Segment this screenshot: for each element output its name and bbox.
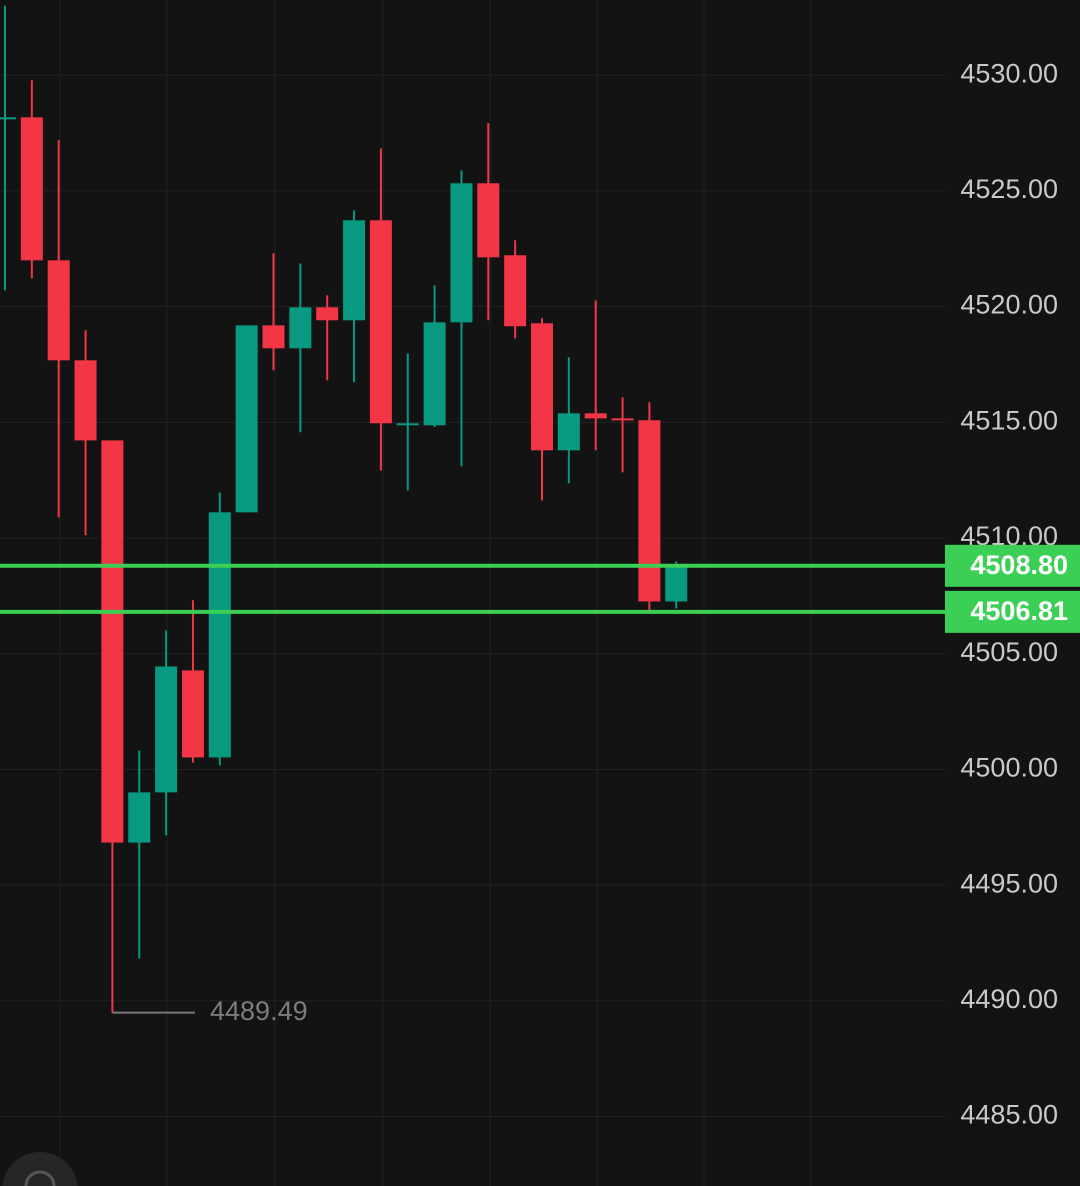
price-label-box xyxy=(945,544,1080,587)
candle-body xyxy=(584,413,607,419)
y-tick-label: 4500.00 xyxy=(960,753,1058,783)
low-marker-label: 4489.49 xyxy=(210,996,308,1026)
candle-body xyxy=(181,670,204,758)
candle-body xyxy=(262,325,285,349)
candle-body xyxy=(531,323,553,451)
candle-body xyxy=(155,666,178,793)
candle-body xyxy=(128,792,151,843)
candle-body xyxy=(47,260,70,361)
price-label: 4508.80 xyxy=(970,550,1068,580)
y-tick-label: 4485.00 xyxy=(960,1100,1058,1130)
candle-body xyxy=(665,565,688,602)
y-tick-label: 4520.00 xyxy=(960,290,1058,320)
candle-body xyxy=(557,413,580,451)
candle-body xyxy=(369,220,392,424)
y-tick-label: 4530.00 xyxy=(960,58,1058,88)
y-tick-label: 4495.00 xyxy=(960,868,1058,898)
candle-body xyxy=(611,418,634,421)
candle-body xyxy=(0,117,16,120)
corner-icon[interactable] xyxy=(2,1152,78,1186)
candle-body xyxy=(74,360,97,441)
candle-body xyxy=(450,183,473,323)
candle-body xyxy=(423,322,446,426)
candle-body xyxy=(504,255,527,327)
candle-body xyxy=(101,440,124,843)
y-tick-label: 4490.00 xyxy=(960,984,1058,1014)
price-label-box xyxy=(945,590,1080,633)
candle-body xyxy=(396,423,419,426)
corner-icon-glyph xyxy=(24,1170,56,1186)
candle-body xyxy=(289,307,312,349)
candle-body xyxy=(638,420,661,602)
candle-body xyxy=(20,117,43,261)
y-tick-label: 4515.00 xyxy=(960,405,1058,435)
candle-body xyxy=(477,183,500,258)
y-tick-label: 4525.00 xyxy=(960,174,1058,204)
candle-body xyxy=(343,220,366,321)
candle-body xyxy=(208,512,231,758)
price-label: 4506.81 xyxy=(970,596,1068,626)
candle-body xyxy=(235,325,258,513)
y-tick-label: 4505.00 xyxy=(960,637,1058,667)
candle-body xyxy=(316,307,339,321)
